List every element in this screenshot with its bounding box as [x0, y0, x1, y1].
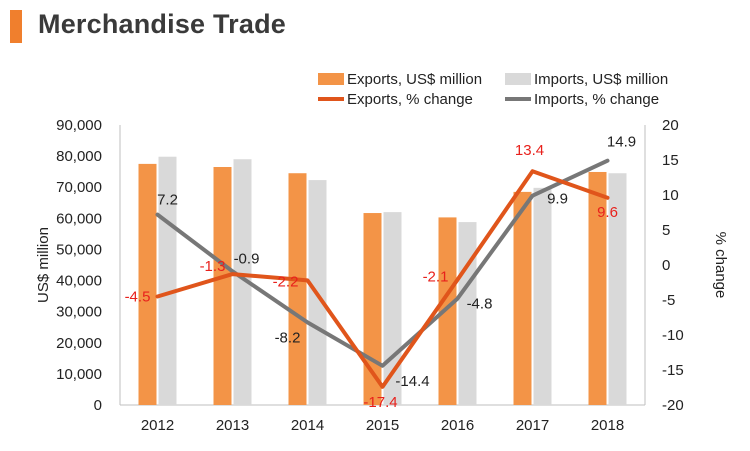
- right-axis-title: % change: [712, 232, 729, 299]
- legend-exports-value-label: Exports, US$ million: [347, 71, 482, 88]
- exports-change-line: [155, 169, 610, 389]
- import-value-bar: [458, 222, 477, 405]
- exports-change-data-label: 9.6: [597, 204, 618, 221]
- right-axis-tick-label: 15: [662, 152, 679, 169]
- left-axis-title: US$ million: [35, 227, 52, 303]
- export-value-bar: [513, 191, 532, 405]
- left-axis-tick-label: 10,000: [56, 366, 102, 383]
- export-value-bar: [588, 171, 607, 405]
- imports-change-data-label: 7.2: [157, 192, 178, 209]
- legend-exports-change-label: Exports, % change: [347, 91, 473, 108]
- left-axis-tick-label: 20,000: [56, 335, 102, 352]
- x-axis-tick-label: 2016: [441, 417, 474, 434]
- exports-change-data-label: 13.4: [515, 142, 544, 159]
- left-axis-tick-label: 80,000: [56, 148, 102, 165]
- x-axis-tick-label: 2015: [366, 417, 399, 434]
- imports-change-data-label: -4.8: [467, 296, 493, 313]
- left-axis-tick-label: 70,000: [56, 179, 102, 196]
- legend-imports-value-swatch: [505, 73, 531, 85]
- imports-change-line: [155, 158, 610, 368]
- export-value-bar: [213, 167, 232, 405]
- exports-change-data-label: -1.3: [200, 258, 226, 275]
- export-value-bar: [138, 163, 157, 405]
- left-axis-tick-label: 60,000: [56, 210, 102, 227]
- left-axis-tick-label: 90,000: [56, 117, 102, 134]
- right-axis-tick-label: -5: [662, 292, 675, 309]
- chart-title: Merchandise Trade: [38, 9, 286, 39]
- right-axis-tick-label: -20: [662, 397, 684, 414]
- exports-change-data-label: -4.5: [125, 289, 151, 306]
- imports-change-data-label: 14.9: [607, 134, 636, 151]
- x-axis-tick-label: 2017: [516, 417, 549, 434]
- exports-change-data-label: -2.2: [273, 273, 299, 290]
- left-axis-tick-label: 0: [94, 397, 102, 414]
- x-axis-tick-label: 2014: [291, 417, 324, 434]
- legend-imports-value-label: Imports, US$ million: [534, 71, 668, 88]
- import-value-bar: [233, 159, 252, 405]
- legend-imports-change-label: Imports, % change: [534, 91, 659, 108]
- exports-change-data-label: -2.1: [423, 269, 449, 286]
- x-axis-tick-label: 2012: [141, 417, 174, 434]
- right-axis-tick-label: -15: [662, 362, 684, 379]
- exports-change-data-label: -17.4: [363, 394, 397, 411]
- right-axis-tick-label: -10: [662, 327, 684, 344]
- imports-change-data-label: 9.9: [547, 191, 568, 208]
- export-value-bar: [288, 173, 307, 405]
- import-value-bar: [383, 212, 402, 405]
- left-axis-tick-label: 40,000: [56, 273, 102, 290]
- imports-change-data-label: -0.9: [234, 250, 260, 267]
- imports-change-data-label: -14.4: [395, 373, 429, 390]
- left-axis-tick-label: 50,000: [56, 241, 102, 258]
- import-value-bar: [533, 187, 552, 405]
- imports-change-data-label: -8.2: [275, 329, 301, 346]
- export-value-bar: [438, 217, 457, 405]
- right-axis-tick-label: 5: [662, 222, 670, 239]
- right-axis-tick-label: 20: [662, 117, 679, 134]
- x-axis-tick-label: 2018: [591, 417, 624, 434]
- import-value-bar: [608, 173, 627, 405]
- export-value-bar: [363, 213, 382, 405]
- title-accent-bar: [10, 10, 22, 43]
- right-axis-tick-label: 0: [662, 257, 670, 274]
- right-axis-tick-label: 10: [662, 187, 679, 204]
- left-axis-tick-label: 30,000: [56, 304, 102, 321]
- x-axis-tick-label: 2013: [216, 417, 249, 434]
- legend-exports-value-swatch: [318, 73, 344, 85]
